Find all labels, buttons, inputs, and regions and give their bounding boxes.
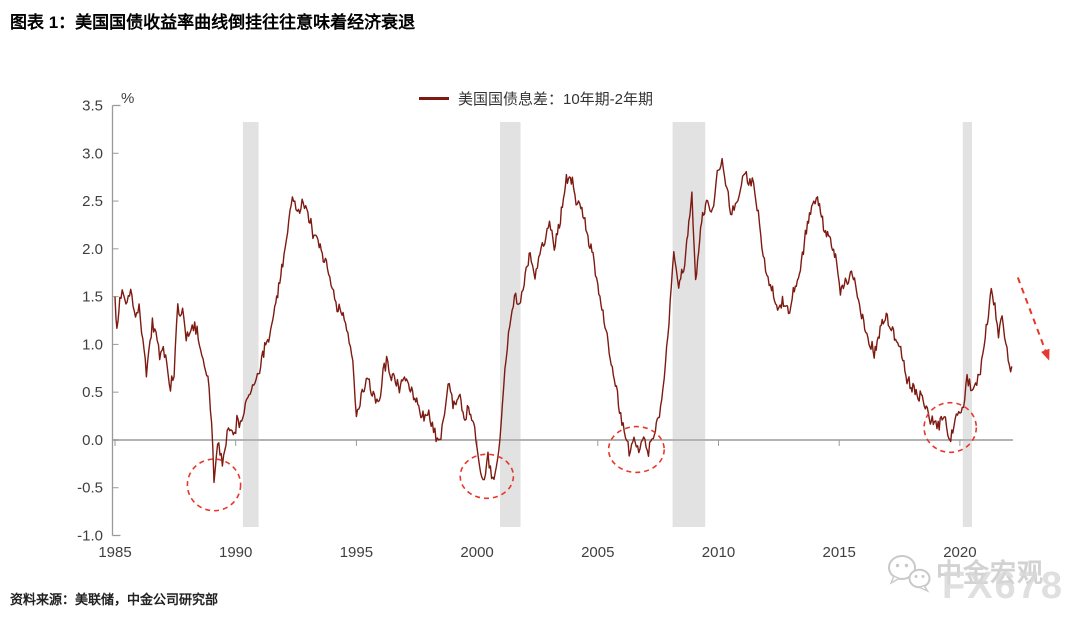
y-axis-unit-label: % <box>121 90 135 107</box>
recession-band <box>962 122 972 527</box>
trend-arrow-head <box>1041 348 1050 361</box>
y-tick-label: -1.0 <box>77 528 103 545</box>
recession-band <box>672 122 706 527</box>
legend-line-swatch <box>419 97 449 100</box>
recession-band <box>242 122 259 527</box>
inversion-circle <box>459 453 515 500</box>
y-tick-label: 2.5 <box>82 193 103 210</box>
figure-title: 图表 1：美国国债收益率曲线倒挂往往意味着经济衰退 <box>10 13 416 32</box>
y-tick-label: -0.5 <box>77 480 103 497</box>
spread-line <box>114 157 1013 484</box>
x-tick-label: 2000 <box>460 544 493 561</box>
inversion-circle <box>607 425 666 474</box>
inversion-circle <box>186 458 242 512</box>
x-tick-label: 2005 <box>581 544 614 561</box>
x-tick-label: 1995 <box>340 544 373 561</box>
inversion-circle <box>923 401 978 454</box>
trend-arrow-shaft <box>1016 277 1047 352</box>
source-note: 资料来源：美联储，中金公司研究部 <box>10 592 219 607</box>
y-tick-label: 0.0 <box>82 432 103 449</box>
y-tick-label: 2.0 <box>82 241 103 258</box>
legend-label: 美国国债息差：10年期-2年期 <box>458 91 654 108</box>
x-tick-label: 2020 <box>943 544 976 561</box>
y-tick-label: 3.5 <box>82 98 103 115</box>
x-tick-label: 1990 <box>219 544 252 561</box>
y-tick-label: 1.5 <box>82 289 103 306</box>
y-tick-label: 3.0 <box>82 145 103 162</box>
x-tick-label: 2015 <box>823 544 856 561</box>
y-tick-label: 0.5 <box>82 384 103 401</box>
x-tick-label: 1985 <box>98 544 131 561</box>
legend: 美国国债息差：10年期-2年期 <box>419 88 653 109</box>
y-tick-label: 1.0 <box>82 336 103 353</box>
x-tick-label: 2010 <box>702 544 735 561</box>
